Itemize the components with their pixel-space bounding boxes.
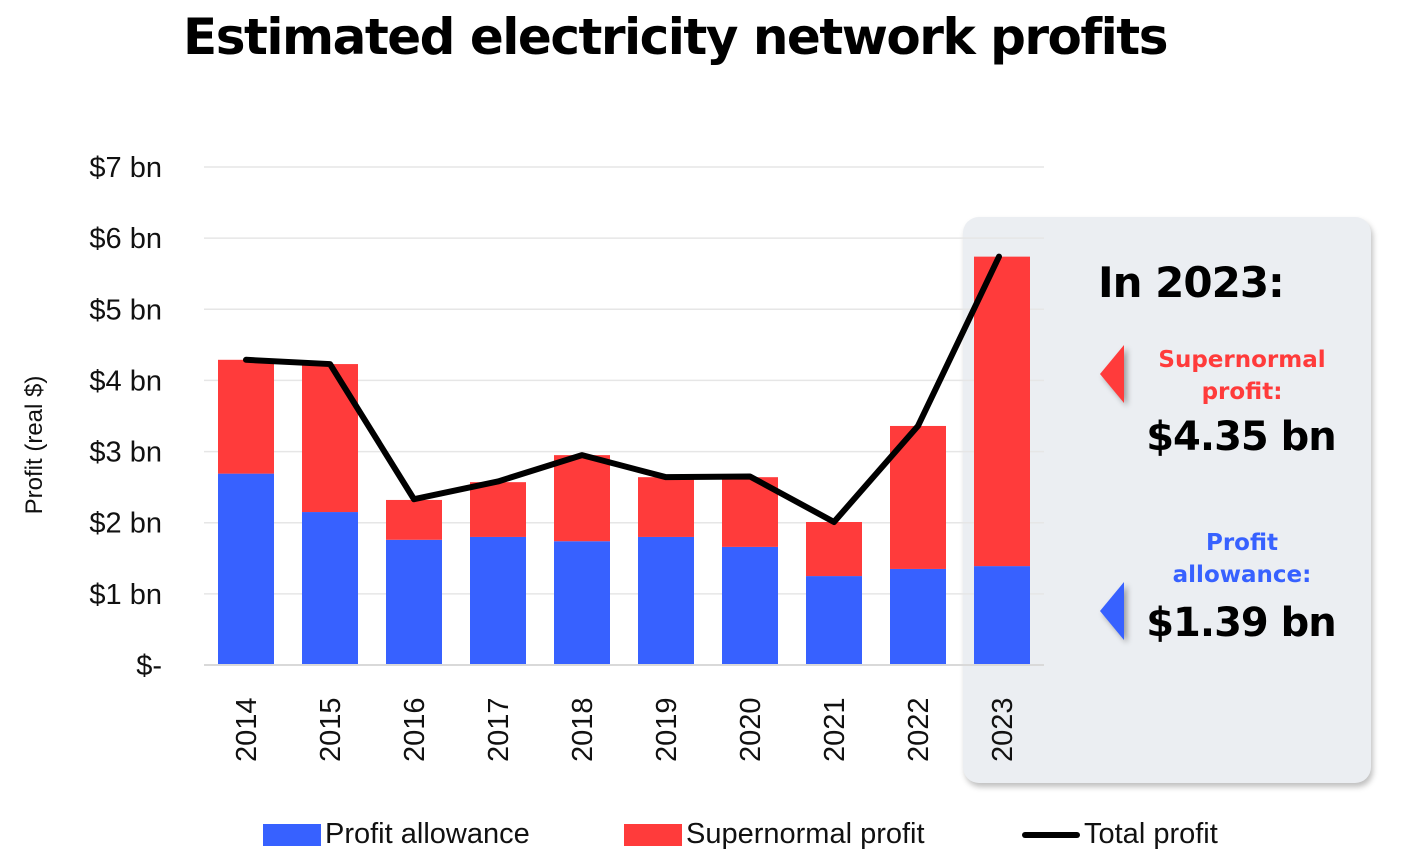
x-tick-label: 2016: [399, 697, 431, 762]
supernormal-annotation-label: Supernormal profit:: [1112, 344, 1372, 408]
bars: [218, 256, 1030, 665]
legend-label-allowance: Profit allowance: [325, 818, 530, 850]
highlight-2023-panel: [963, 217, 1371, 783]
x-tick-label: 2018: [567, 697, 599, 762]
legend-item-supernormal: Supernormal profit: [624, 818, 925, 851]
supernormal-arrow-icon: [1100, 345, 1124, 403]
y-tick-labels: $- $1 bn $2 bn $3 bn $4 bn $5 bn $6 bn $7 bn: [89, 152, 162, 682]
allowance-label-line2: allowance:: [1172, 562, 1312, 588]
bar-profit-allowance: [890, 568, 946, 665]
x-tick-label: 2020: [735, 697, 767, 762]
legend-label-total: Total profit: [1084, 818, 1218, 850]
supernormal-label-line1: Supernormal: [1158, 347, 1326, 373]
bar-profit-allowance: [218, 473, 274, 665]
bar-profit-allowance: [974, 566, 1030, 665]
legend-swatch-supernormal: [624, 823, 682, 846]
bar-supernormal-profit: [218, 359, 274, 474]
bar-supernormal-profit: [470, 482, 526, 537]
y-tick-label: $3 bn: [89, 437, 162, 469]
bar-supernormal-profit: [302, 364, 358, 513]
y-tick-label: $1 bn: [89, 579, 162, 611]
x-tick-labels: 2014 2015 2016 2017 2018 2019 2020 2021 2022 2023: [231, 697, 1019, 762]
supernormal-value: $4.35 bn: [1146, 414, 1337, 460]
y-tick-label: $2 bn: [89, 508, 162, 540]
bar-supernormal-profit: [638, 477, 694, 537]
legend-item-total: Total profit: [1022, 818, 1218, 851]
y-tick-label: $5 bn: [89, 294, 162, 326]
bar-supernormal-profit: [554, 455, 610, 542]
bar-profit-allowance: [470, 536, 526, 665]
bar-profit-allowance: [302, 512, 358, 665]
legend: Profit allowance Supernormal profit Tota…: [0, 818, 1408, 858]
y-axis-label: Profit (real $): [21, 376, 48, 515]
bar-profit-allowance: [554, 541, 610, 665]
chart-title: Estimated electricity network profits: [183, 8, 1168, 66]
y-tick-label: $4 bn: [89, 365, 162, 397]
legend-item-allowance: Profit allowance: [263, 818, 530, 851]
bar-supernormal-profit: [974, 256, 1030, 567]
legend-swatch-allowance: [263, 823, 321, 846]
total-profit-line: [243, 253, 1002, 526]
bar-profit-allowance: [806, 576, 862, 665]
allowance-annotation-label: Profit allowance:: [1112, 527, 1372, 591]
y-tick-label: $6 bn: [89, 223, 162, 255]
x-tick-label: 2019: [651, 697, 683, 762]
x-tick-label: 2017: [483, 697, 515, 762]
y-tick-label: $-: [136, 650, 162, 682]
x-tick-label: 2021: [819, 697, 851, 762]
bar-profit-allowance: [386, 539, 442, 665]
annotation-heading: In 2023:: [1098, 258, 1285, 307]
allowance-label-line1: Profit: [1205, 530, 1279, 556]
x-tick-label: 2015: [315, 697, 347, 762]
allowance-value: $1.39 bn: [1146, 600, 1337, 646]
x-tick-label: 2023: [987, 697, 1019, 762]
supernormal-label-line2: profit:: [1201, 379, 1283, 405]
bar-supernormal-profit: [806, 522, 862, 577]
x-tick-label: 2014: [231, 697, 263, 762]
x-tick-label: 2022: [903, 697, 935, 762]
legend-line-total: [1022, 831, 1080, 838]
bar-profit-allowance: [722, 546, 778, 665]
y-tick-label: $7 bn: [89, 152, 162, 184]
legend-label-supernormal: Supernormal profit: [686, 818, 925, 850]
allowance-arrow-icon: [1100, 582, 1124, 640]
bar-supernormal-profit: [386, 499, 442, 540]
bar-profit-allowance: [638, 536, 694, 665]
